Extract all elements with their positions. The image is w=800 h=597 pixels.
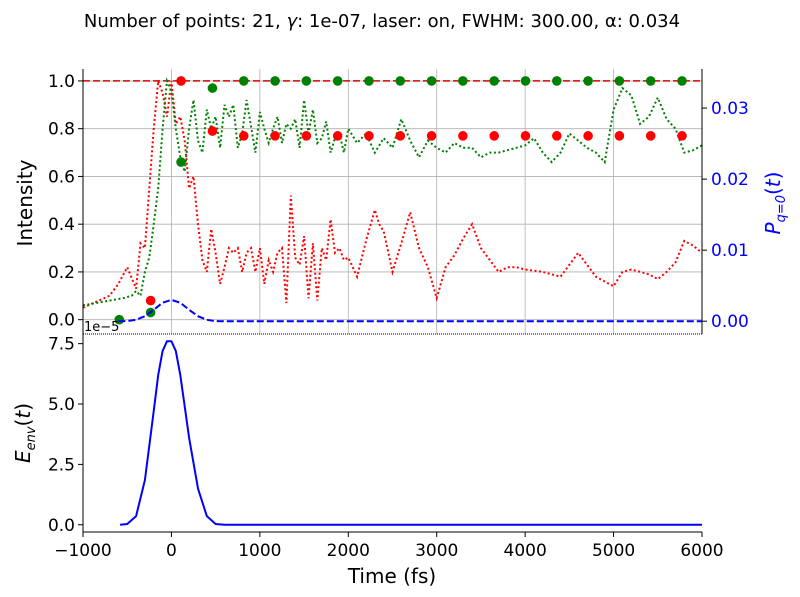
y-tick-label: 2.5 bbox=[48, 455, 75, 475]
marker-point bbox=[364, 131, 374, 141]
top-ylabel: Intensity bbox=[13, 159, 37, 246]
marker-point bbox=[489, 131, 499, 141]
marker-point bbox=[207, 83, 218, 93]
marker-point bbox=[458, 131, 468, 141]
marker-point bbox=[238, 131, 249, 141]
y-tick-label: 0.6 bbox=[48, 167, 75, 187]
title-suffix: : 1e-07, laser: on, FWHM: 300.00, α: 0.0… bbox=[297, 11, 680, 32]
x-tick-label: −1000 bbox=[54, 541, 112, 561]
marker-point bbox=[489, 76, 499, 86]
x-tick-label: 5000 bbox=[592, 541, 635, 561]
marker-point bbox=[614, 131, 625, 141]
x-tick-label: 6000 bbox=[680, 541, 723, 561]
marker-point bbox=[677, 131, 687, 141]
y2-tick-label: 0.01 bbox=[711, 241, 749, 261]
figure-title: Number of points: 21, γ: 1e-07, laser: o… bbox=[84, 11, 680, 32]
marker-point bbox=[270, 131, 280, 141]
title-gamma: γ bbox=[286, 11, 298, 32]
marker-point bbox=[176, 157, 186, 167]
marker-point bbox=[145, 295, 156, 306]
marker-point bbox=[238, 76, 249, 86]
marker-point bbox=[583, 76, 593, 86]
top-left-ticks: 0.0 0.2 0.4 0.6 0.8 1.0 bbox=[48, 72, 83, 331]
top-panel: 0.0 0.2 0.4 0.6 0.8 1.0 0.00 0.01 0.02 0.03 Inte… bbox=[13, 69, 789, 335]
x-tick-label: 2000 bbox=[327, 541, 370, 561]
marker-point bbox=[176, 76, 186, 86]
marker-point bbox=[645, 76, 656, 86]
marker-point bbox=[332, 76, 343, 86]
top-gridlines bbox=[83, 69, 703, 334]
y2-tick-label: 0.00 bbox=[711, 312, 749, 332]
marker-point bbox=[395, 76, 406, 86]
bottom-ylabel: Eenv(t) bbox=[11, 403, 39, 463]
top-right-ticks: 0.00 0.01 0.02 0.03 bbox=[702, 99, 749, 332]
series-line-0 bbox=[82, 80, 703, 309]
marker-point bbox=[458, 76, 468, 86]
marker-point bbox=[520, 131, 531, 141]
marker-point bbox=[645, 131, 656, 141]
y-tick-label: 5.0 bbox=[48, 395, 75, 415]
y-tick-label: 0.0 bbox=[48, 516, 75, 536]
offset-label: 1e−5 bbox=[84, 320, 119, 335]
x-tick-label: 4000 bbox=[504, 541, 547, 561]
y-tick-label: 0.4 bbox=[48, 215, 75, 235]
bottom-xlabel: Time (fs) bbox=[347, 564, 436, 588]
marker-point bbox=[583, 131, 593, 141]
title-prefix: Number of points: 21, bbox=[84, 11, 287, 32]
y2-tick-label: 0.02 bbox=[711, 170, 749, 190]
marker-point bbox=[614, 76, 625, 86]
series-line-4 bbox=[118, 298, 702, 323]
marker-point bbox=[552, 76, 562, 86]
bottom-x-ticks: −1000 0 1000 2000 3000 4000 5000 6000 bbox=[54, 532, 724, 561]
series-line-1 bbox=[82, 77, 703, 307]
top-y2label: Pq=0(t) bbox=[761, 172, 789, 235]
marker-point bbox=[270, 76, 280, 86]
y-tick-label: 0.2 bbox=[48, 263, 75, 283]
bottom-panel: 1e−5 0.0 2.5 5.0 7.5 −1000 0 1000 2000 3000 4000… bbox=[11, 320, 724, 588]
marker-point bbox=[332, 131, 343, 141]
y-tick-label: 7.5 bbox=[48, 335, 75, 355]
marker-point bbox=[552, 131, 562, 141]
x-tick-label: 0 bbox=[166, 541, 177, 561]
y-tick-label: 0.8 bbox=[48, 120, 75, 140]
x-tick-label: 1000 bbox=[238, 541, 281, 561]
bottom-left-ticks: 0.0 2.5 5.0 7.5 bbox=[48, 335, 83, 536]
top-series bbox=[82, 76, 703, 325]
x-tick-label: 3000 bbox=[415, 541, 458, 561]
marker-point bbox=[301, 131, 312, 141]
marker-point bbox=[301, 76, 312, 86]
marker-point bbox=[364, 76, 374, 86]
marker-point bbox=[207, 126, 218, 136]
y-tick-label: 1.0 bbox=[48, 72, 75, 92]
y-tick-label: 0.0 bbox=[48, 311, 75, 331]
y2-tick-label: 0.03 bbox=[711, 99, 749, 119]
marker-point bbox=[395, 131, 406, 141]
bottom-series bbox=[119, 340, 702, 526]
marker-point bbox=[677, 76, 687, 86]
marker-point bbox=[426, 76, 437, 86]
marker-point bbox=[520, 76, 531, 86]
envelope-line-0 bbox=[119, 340, 702, 526]
marker-point bbox=[426, 131, 437, 141]
